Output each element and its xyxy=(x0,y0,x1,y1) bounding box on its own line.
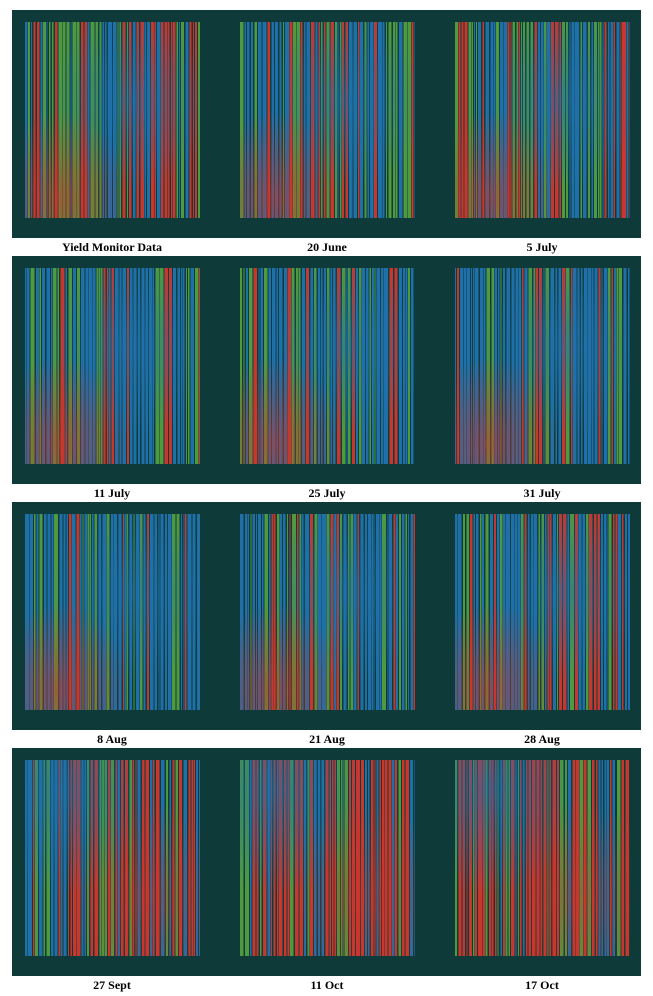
image-panel xyxy=(25,514,200,710)
image-panel xyxy=(240,268,415,464)
image-panel xyxy=(455,514,630,710)
image-panel xyxy=(455,268,630,464)
panel-label: 25 July xyxy=(308,486,346,500)
image-panel xyxy=(240,760,415,956)
panel-label: 28 Aug xyxy=(524,732,560,746)
image-panel xyxy=(240,22,415,218)
image-panel xyxy=(25,22,200,218)
panel-label: 8 Aug xyxy=(97,732,127,746)
image-panel xyxy=(25,268,200,464)
panel-label: 17 Oct xyxy=(525,978,559,992)
image-panel xyxy=(455,22,630,218)
panel-label: 11 July xyxy=(93,486,131,500)
image-panel xyxy=(240,514,415,710)
image-band xyxy=(12,748,641,976)
image-panel xyxy=(455,760,630,956)
image-panel xyxy=(25,760,200,956)
panel-label: 20 June xyxy=(307,240,347,254)
image-band xyxy=(12,502,641,730)
panel-label: 21 Aug xyxy=(309,732,345,746)
panel-label: 27 Sept xyxy=(93,978,131,992)
panel-label: 31 July xyxy=(523,486,561,500)
panel-label: 11 Oct xyxy=(310,978,344,992)
panel-label: 5 July xyxy=(526,240,558,254)
image-band xyxy=(12,10,641,238)
image-band xyxy=(12,256,641,484)
panel-label: Yield Monitor Data xyxy=(62,240,162,254)
